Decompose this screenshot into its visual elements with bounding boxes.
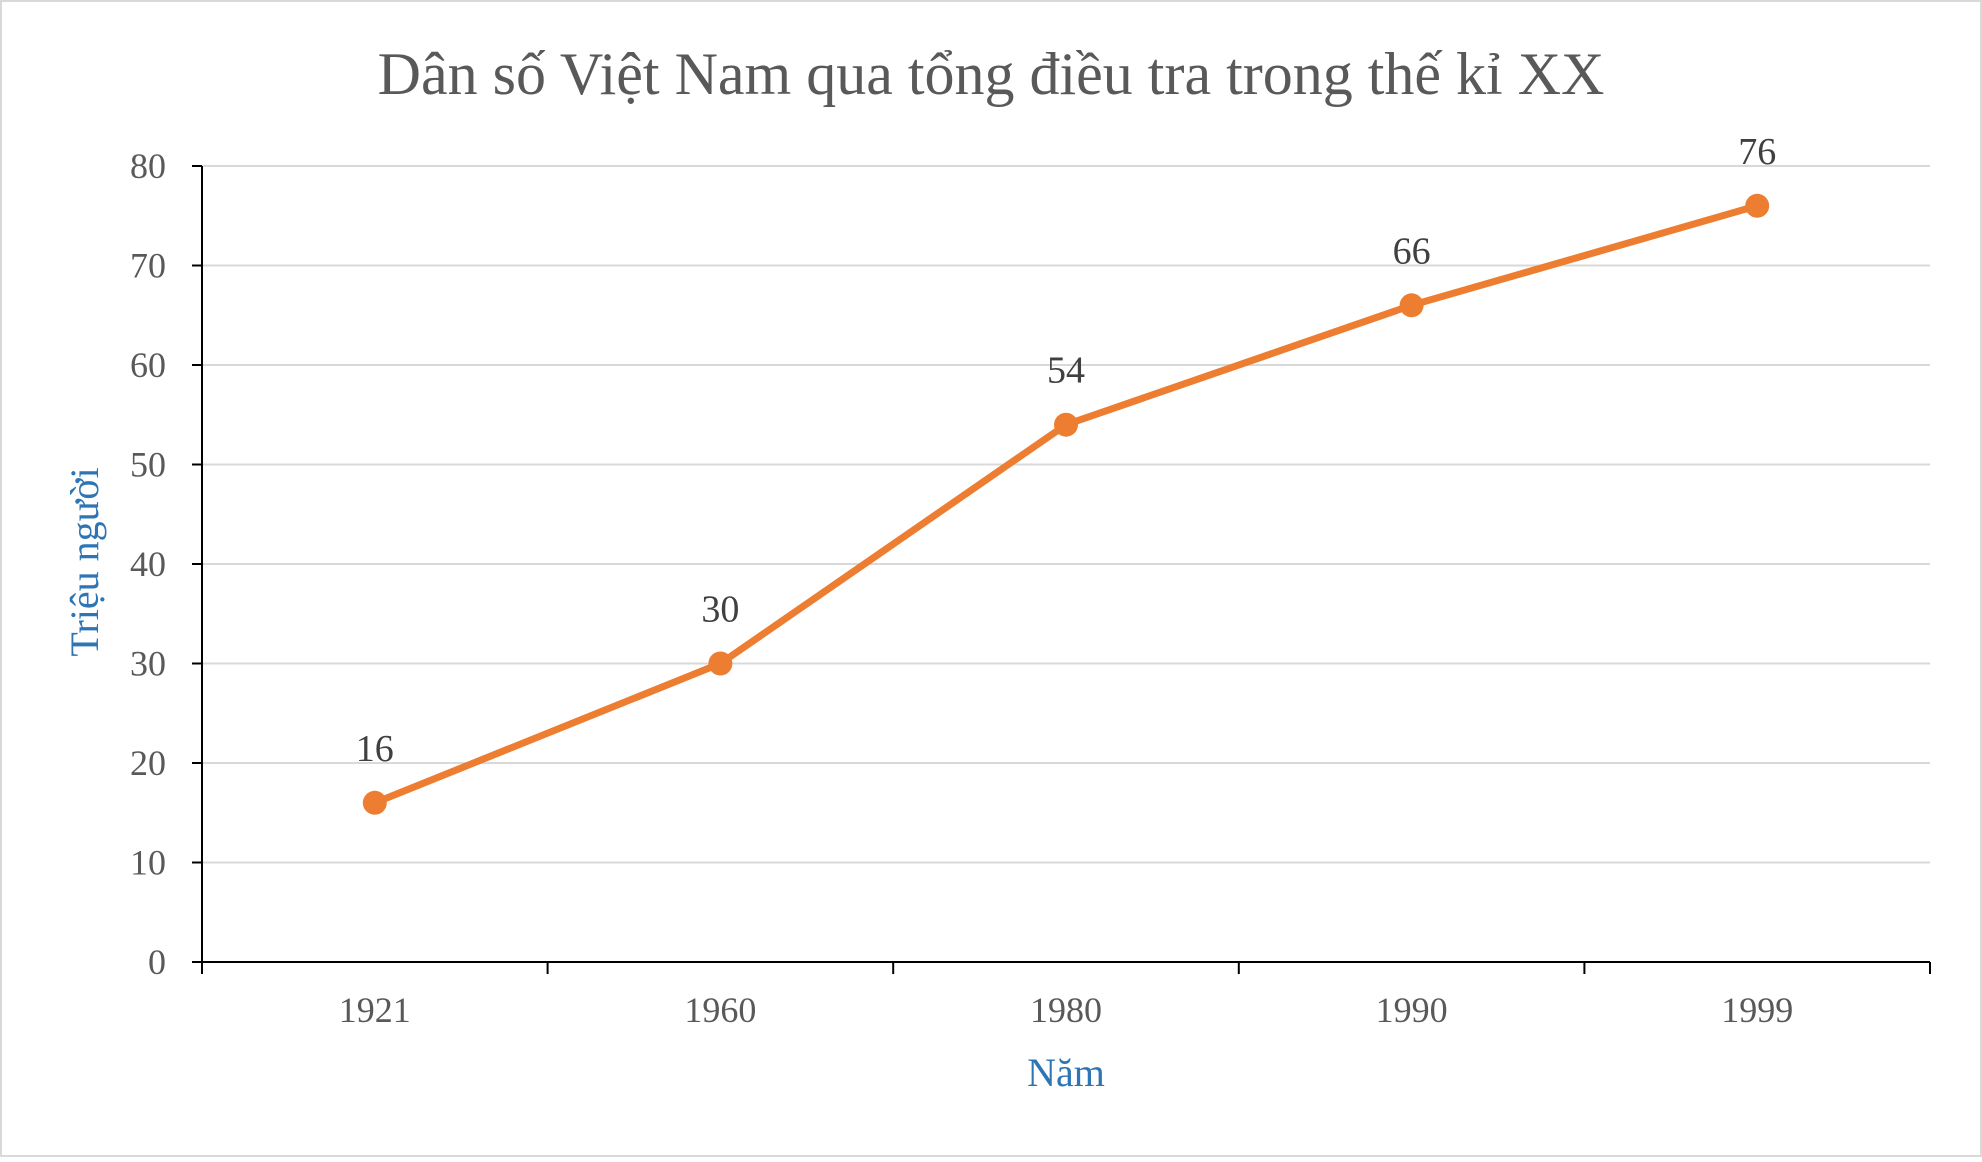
y-tick-label-70: 70: [130, 246, 166, 286]
y-tick-label-50: 50: [130, 445, 166, 485]
data-label-1960: 30: [701, 589, 739, 631]
y-axis-title: Triệu người: [62, 467, 107, 656]
x-tick-label-1960: 1960: [684, 990, 756, 1030]
x-tick-label-1921: 1921: [339, 990, 411, 1030]
data-point-1980: [1054, 412, 1078, 437]
data-labels: 16 30 54 66 76: [356, 131, 1776, 770]
x-axis-title: Năm: [1027, 1050, 1105, 1095]
data-point-1921: [362, 790, 387, 815]
y-tick-label-10: 10: [130, 843, 166, 883]
data-label-1999: 76: [1738, 131, 1776, 173]
axes: [192, 165, 1931, 974]
data-label-1921: 16: [356, 728, 394, 770]
y-tick-label-20: 20: [130, 743, 166, 783]
x-tick-label-1990: 1990: [1376, 990, 1448, 1030]
y-tick-label-40: 40: [130, 544, 166, 584]
y-tick-label-30: 30: [130, 644, 166, 684]
series-population: [362, 193, 1770, 815]
data-label-1990: 66: [1393, 230, 1431, 272]
y-axis-tick-labels: 0 10 20 30 40 50 60 70 80: [130, 146, 166, 982]
data-point-1999: [1745, 193, 1770, 218]
data-label-1980: 54: [1047, 350, 1085, 392]
chart-title: Dân số Việt Nam qua tổng điều tra trong …: [378, 41, 1605, 107]
x-tick-label-1980: 1980: [1030, 990, 1102, 1030]
gridlines: [202, 165, 1930, 864]
x-axis-tick-labels: 1921 1960 1980 1990 1999: [339, 990, 1793, 1030]
data-point-1960: [708, 651, 733, 676]
y-tick-label-0: 0: [148, 942, 166, 982]
x-tick-label-1999: 1999: [1721, 990, 1793, 1030]
y-tick-label-80: 80: [130, 146, 166, 186]
data-point-1990: [1399, 293, 1424, 318]
y-tick-label-60: 60: [130, 345, 166, 385]
